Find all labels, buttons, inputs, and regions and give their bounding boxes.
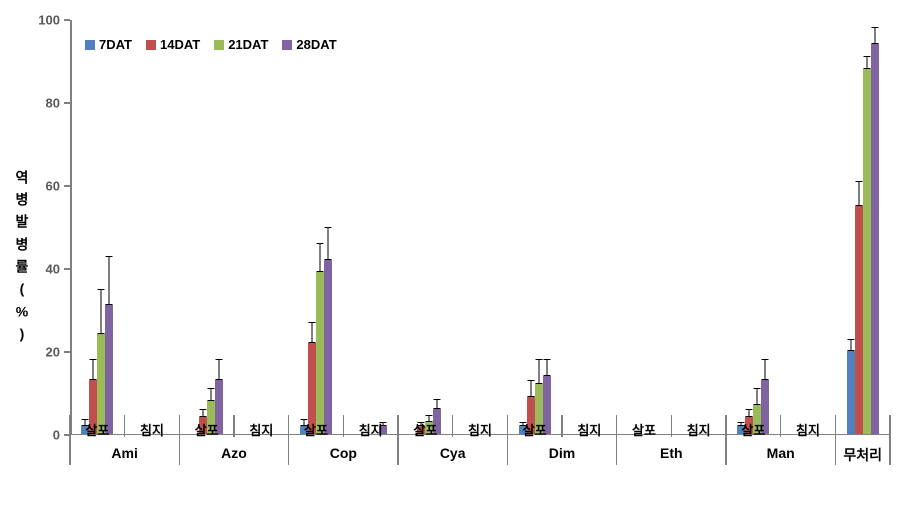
plot-area: 7DAT14DAT21DAT28DAT 020406080100	[70, 20, 890, 435]
x-sub-sep	[343, 415, 345, 437]
x-sub-sep	[780, 415, 782, 437]
x-sub-label: 살포	[632, 420, 656, 439]
x-group-label: Cya	[440, 445, 466, 461]
error-bar	[847, 339, 855, 351]
x-sub-sep	[124, 415, 126, 437]
y-axis-title: 역병발병률(%)	[14, 166, 30, 345]
x-group-label: Man	[767, 445, 795, 461]
x-sub-sep	[452, 415, 454, 437]
x-group-sep	[835, 415, 837, 465]
error-bar	[316, 243, 324, 272]
error-bar	[89, 359, 97, 380]
x-sub-label: 살포	[85, 420, 109, 439]
legend-label: 14DAT	[160, 37, 200, 52]
error-bar	[863, 56, 871, 68]
legend-swatch	[146, 40, 156, 50]
y-tick-label: 100	[38, 13, 60, 28]
error-bar	[308, 322, 316, 343]
x-group-label: Azo	[221, 445, 247, 461]
x-sub-label: 살포	[304, 420, 328, 439]
x-sub-sep	[233, 415, 235, 437]
y-tick	[64, 268, 70, 270]
y-tick-label: 80	[46, 96, 60, 111]
bar	[855, 206, 863, 434]
y-tick	[64, 19, 70, 21]
y-tick	[64, 102, 70, 104]
y-tick-label: 20	[46, 345, 60, 360]
x-group-sep	[889, 415, 891, 465]
error-bar	[543, 359, 551, 376]
x-group-label: 무처리	[843, 445, 882, 465]
error-bar	[535, 359, 543, 384]
y-tick	[64, 185, 70, 187]
x-sub-sep	[561, 415, 563, 437]
legend-label: 21DAT	[228, 37, 268, 52]
x-group-label: Ami	[111, 445, 137, 461]
legend-swatch	[282, 40, 292, 50]
x-group-sep	[507, 415, 509, 465]
x-sub-label: 침지	[468, 420, 492, 439]
x-sub-sep	[671, 415, 673, 437]
error-bar	[855, 181, 863, 206]
x-sub-label: 살포	[413, 420, 437, 439]
legend-item: 7DAT	[85, 37, 132, 52]
legend-item: 28DAT	[282, 37, 336, 52]
x-group-sep	[397, 415, 399, 465]
y-tick-label: 60	[46, 179, 60, 194]
x-group-sep	[725, 415, 727, 465]
bar	[871, 44, 879, 434]
bar	[863, 69, 871, 434]
legend-label: 28DAT	[296, 37, 336, 52]
x-sub-label: 침지	[687, 420, 711, 439]
error-bar	[433, 399, 441, 409]
legend: 7DAT 14DAT 21DAT 28DAT	[85, 37, 337, 52]
legend-label: 7DAT	[99, 37, 132, 52]
x-sub-label: 살포	[195, 420, 219, 439]
y-tick	[64, 351, 70, 353]
error-bar	[527, 380, 535, 397]
y-tick-label: 0	[53, 428, 60, 443]
x-group-sep	[616, 415, 618, 465]
x-group-label: Eth	[660, 445, 683, 461]
x-sub-label: 침지	[577, 420, 601, 439]
error-bar	[871, 27, 879, 44]
bars-layer	[70, 20, 890, 434]
x-sub-label: 침지	[249, 420, 273, 439]
legend-swatch	[85, 40, 95, 50]
error-bar	[324, 227, 332, 260]
error-bar	[105, 256, 113, 306]
x-sub-label: 살포	[523, 420, 547, 439]
error-bar	[97, 289, 105, 335]
legend-item: 14DAT	[146, 37, 200, 52]
legend-item: 21DAT	[214, 37, 268, 52]
x-sub-label: 침지	[359, 420, 383, 439]
legend-swatch	[214, 40, 224, 50]
bar	[847, 351, 855, 434]
bar	[324, 260, 332, 434]
x-sub-label: 살포	[741, 420, 765, 439]
error-bar	[745, 409, 753, 417]
x-sub-label: 침지	[140, 420, 164, 439]
error-bar	[761, 359, 769, 380]
x-sub-label: 침지	[796, 420, 820, 439]
error-bar	[753, 388, 761, 405]
chart-container: 역병발병률(%) 7DAT 14DAT 21DAT 28DAT 0 20 40 60 80 10…	[0, 0, 915, 511]
bar	[316, 272, 324, 434]
bar	[105, 305, 113, 434]
x-group-label: Dim	[549, 445, 575, 461]
x-group-sep	[179, 415, 181, 465]
x-group-label: Cop	[330, 445, 357, 461]
x-group-sep	[69, 415, 71, 465]
error-bar	[215, 359, 223, 380]
y-tick-label: 40	[46, 262, 60, 277]
error-bar	[207, 388, 215, 400]
x-group-sep	[288, 415, 290, 465]
error-bar	[199, 409, 207, 417]
